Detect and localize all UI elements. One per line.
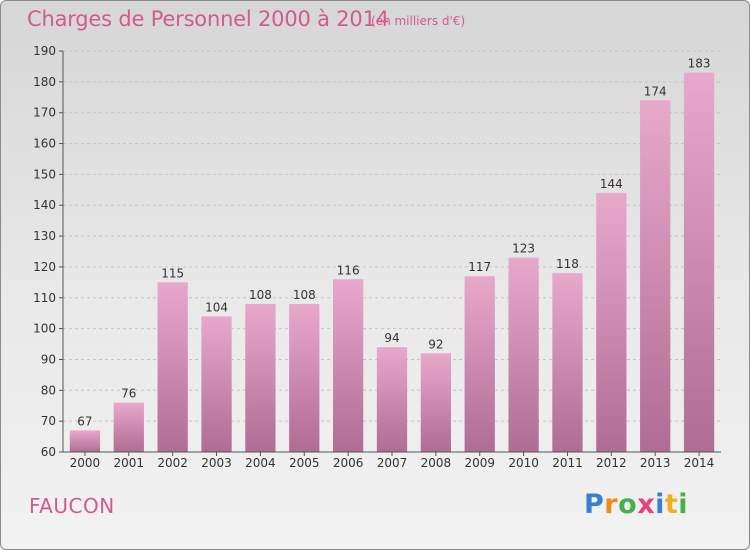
y-tick-label: 60 [41,445,56,459]
y-tick-label: 70 [41,414,56,428]
bar [508,257,539,452]
x-tick-label: 2007 [377,456,408,470]
data-label: 108 [249,288,272,302]
logo-letter: x [637,489,656,520]
bar [201,316,232,452]
data-label: 118 [556,257,579,271]
bar [245,303,276,452]
y-tick-label: 180 [33,75,56,89]
y-tick-label: 160 [33,137,56,151]
x-tick-label: 2013 [640,456,671,470]
y-tick-label: 130 [33,229,56,243]
bar [157,282,188,452]
x-tick-label: 2009 [464,456,495,470]
logo-letter: o [618,489,638,520]
x-tick-label: 2008 [421,456,452,470]
x-tick-label: 2005 [289,456,320,470]
y-tick-label: 110 [33,291,56,305]
y-tick-label: 190 [33,44,56,58]
y-tick-label: 140 [33,198,56,212]
bar [683,72,715,452]
data-label: 104 [205,300,228,314]
data-label: 115 [161,266,184,280]
y-tick-label: 80 [41,383,56,397]
x-tick-label: 2014 [684,456,715,470]
bar [113,402,144,452]
x-tick-label: 2010 [508,456,539,470]
x-tick-label: 2004 [245,456,276,470]
data-label: 117 [468,260,491,274]
data-label: 76 [121,387,136,401]
logo-letter: i [655,489,665,520]
data-label: 183 [688,57,711,71]
bar [69,430,101,452]
x-tick-label: 2002 [157,456,188,470]
x-tick-label: 2011 [552,456,583,470]
bar [332,279,364,452]
chart-subtitle: (en milliers d'€) [371,14,466,28]
chart-title: Charges de Personnel 2000 à 2014 [27,7,389,31]
logo-letter: r [604,489,619,520]
x-tick-label: 2012 [596,456,627,470]
bar [640,100,671,452]
data-label: 123 [512,242,535,256]
x-tick-label: 2003 [201,456,232,470]
y-tick-label: 100 [33,322,56,336]
bar [596,192,627,452]
data-label: 144 [600,177,623,191]
bar [552,273,583,452]
y-tick-label: 120 [33,260,56,274]
x-tick-label: 2000 [70,456,101,470]
data-label: 67 [77,414,92,428]
data-label: 174 [644,84,667,98]
x-tick-label: 2001 [114,456,145,470]
bar [464,276,495,452]
bar [289,303,320,452]
logo-letter: i [678,489,689,520]
logo-letter: P [584,489,605,520]
bar [420,353,452,452]
data-label: 108 [293,288,316,302]
proxiti-logo: Proxiti [584,489,688,520]
data-label: 116 [337,263,360,277]
data-label: 94 [384,331,399,345]
y-tick-label: 90 [41,352,56,366]
data-label: 92 [428,337,443,351]
y-tick-label: 150 [33,167,56,181]
bar [376,347,408,452]
y-tick-label: 170 [33,106,56,120]
x-tick-label: 2006 [333,456,364,470]
logo-letter: t [664,489,679,520]
commune-name: FAUCON [29,494,115,518]
